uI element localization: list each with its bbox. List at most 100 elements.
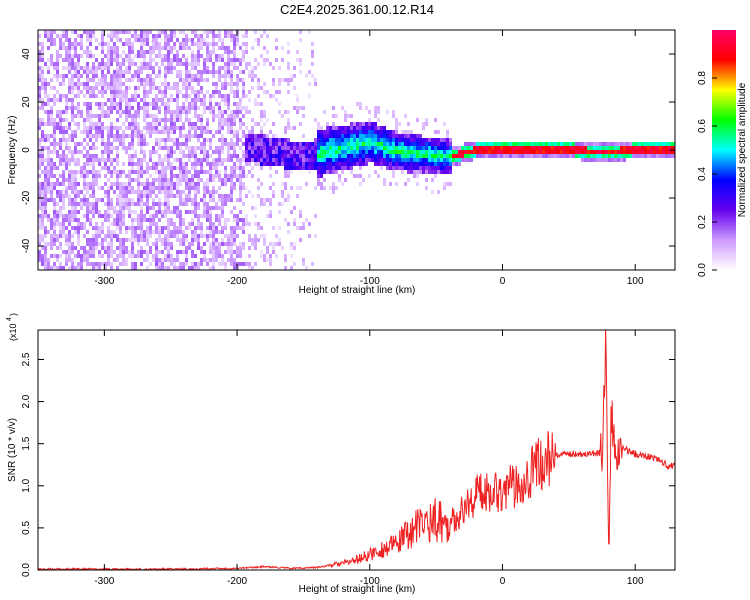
spectrogram-cell bbox=[182, 86, 185, 90]
spectrogram-cell bbox=[62, 174, 65, 178]
spectrogram-cell bbox=[569, 150, 572, 154]
spectrogram-cell bbox=[416, 142, 419, 146]
spectrogram-cell bbox=[164, 66, 167, 70]
spectrogram-cell bbox=[137, 130, 140, 134]
spectrogram-cell bbox=[38, 258, 41, 262]
spectrogram-cell bbox=[110, 106, 113, 110]
spectrogram-cell bbox=[443, 146, 446, 150]
spectrogram-cell bbox=[86, 62, 89, 66]
spectrogram-cell bbox=[287, 174, 290, 178]
spectrogram-cell bbox=[68, 186, 71, 190]
spectrogram-cell bbox=[107, 98, 110, 102]
spectrogram-cell bbox=[536, 142, 539, 146]
spectrogram-cell bbox=[185, 38, 188, 42]
spectrogram-cell bbox=[131, 122, 134, 126]
spectrogram-cell bbox=[188, 70, 191, 74]
y-tick-label: 0.0 bbox=[21, 563, 32, 577]
spectrogram-cell bbox=[224, 46, 227, 50]
spectrogram-cell bbox=[80, 258, 83, 262]
spectrogram-cell bbox=[197, 214, 200, 218]
spectrogram-cell bbox=[176, 230, 179, 234]
spectrogram-cell bbox=[92, 242, 95, 246]
spectrogram-cell bbox=[92, 202, 95, 206]
snr-scale-close: ) bbox=[8, 313, 18, 316]
spectrogram-cell bbox=[170, 178, 173, 182]
spectrogram-cell bbox=[236, 226, 239, 230]
spectrogram-cell bbox=[149, 154, 152, 158]
spectrogram-cell bbox=[353, 150, 356, 154]
spectrogram-cell bbox=[113, 30, 116, 34]
spectrogram-cell bbox=[293, 158, 296, 162]
spectrogram-cell bbox=[137, 142, 140, 146]
spectrogram-cell bbox=[272, 162, 275, 166]
spectrogram-cell bbox=[65, 58, 68, 62]
spectrogram-cell bbox=[194, 146, 197, 150]
spectrogram-cell bbox=[182, 178, 185, 182]
spectrogram-cell bbox=[299, 38, 302, 42]
spectrogram-cell bbox=[56, 150, 59, 154]
spectrogram-cell bbox=[134, 110, 137, 114]
spectrogram-cell bbox=[164, 110, 167, 114]
spectrogram-cell bbox=[146, 226, 149, 230]
spectrogram-cell bbox=[233, 54, 236, 58]
spectrogram-cell bbox=[488, 150, 491, 154]
spectrogram-cell bbox=[209, 206, 212, 210]
spectrogram-cell bbox=[260, 158, 263, 162]
spectrogram-cell bbox=[107, 218, 110, 222]
spectrogram-cell bbox=[65, 238, 68, 242]
y-tick-label: 20 bbox=[21, 96, 32, 108]
spectrogram-cell bbox=[149, 174, 152, 178]
spectrogram-cell bbox=[125, 78, 128, 82]
spectrogram-cell bbox=[41, 122, 44, 126]
spectrogram-cell bbox=[104, 74, 107, 78]
spectrogram-cell bbox=[326, 134, 329, 138]
spectrogram-cell bbox=[155, 242, 158, 246]
spectrogram-cell bbox=[293, 126, 296, 130]
spectrogram-cell bbox=[158, 98, 161, 102]
spectrogram-cell bbox=[95, 66, 98, 70]
spectrogram-cell bbox=[278, 138, 281, 142]
spectrogram-cell bbox=[365, 138, 368, 142]
spectrogram-cell bbox=[56, 74, 59, 78]
spectrogram-cell bbox=[284, 170, 287, 174]
spectrogram-cell bbox=[161, 242, 164, 246]
spectrogram-cell bbox=[110, 246, 113, 250]
spectrogram-cell bbox=[182, 110, 185, 114]
spectrogram-cell bbox=[65, 218, 68, 222]
spectrogram-cell bbox=[65, 254, 68, 258]
spectrogram-cell bbox=[263, 62, 266, 66]
spectrogram-cell bbox=[110, 230, 113, 234]
spectrogram-cell bbox=[107, 106, 110, 110]
spectrogram-cell bbox=[221, 134, 224, 138]
spectrogram-cell bbox=[137, 110, 140, 114]
spectrogram-cell bbox=[524, 146, 527, 150]
spectrogram-cell bbox=[125, 30, 128, 34]
spectrogram-cell bbox=[152, 182, 155, 186]
spectrogram-cell bbox=[98, 90, 101, 94]
spectrogram-cell bbox=[389, 138, 392, 142]
spectrogram-cell bbox=[38, 202, 41, 206]
spectrogram-cell bbox=[77, 70, 80, 74]
spectrogram-cell bbox=[80, 190, 83, 194]
spectrogram-cell bbox=[56, 90, 59, 94]
spectrogram-cell bbox=[206, 150, 209, 154]
spectrogram-cell bbox=[155, 62, 158, 66]
spectrogram-cell bbox=[215, 258, 218, 262]
spectrogram-cell bbox=[503, 146, 506, 150]
spectrogram-cell bbox=[167, 210, 170, 214]
spectrogram-cell bbox=[197, 238, 200, 242]
spectrogram-cell bbox=[113, 102, 116, 106]
spectrogram-cell bbox=[251, 66, 254, 70]
spectrogram-cell bbox=[260, 86, 263, 90]
spectrogram-cell bbox=[161, 130, 164, 134]
spectrogram-cell bbox=[212, 94, 215, 98]
spectrogram-cell bbox=[548, 150, 551, 154]
spectrogram-cell bbox=[509, 150, 512, 154]
spectrogram-cell bbox=[626, 150, 629, 154]
spectrogram-cell bbox=[119, 114, 122, 118]
spectrogram-cell bbox=[164, 130, 167, 134]
spectrogram-cell bbox=[83, 30, 86, 34]
spectrogram-cell bbox=[152, 122, 155, 126]
spectrogram-cell bbox=[176, 70, 179, 74]
spectrogram-cell bbox=[50, 234, 53, 238]
